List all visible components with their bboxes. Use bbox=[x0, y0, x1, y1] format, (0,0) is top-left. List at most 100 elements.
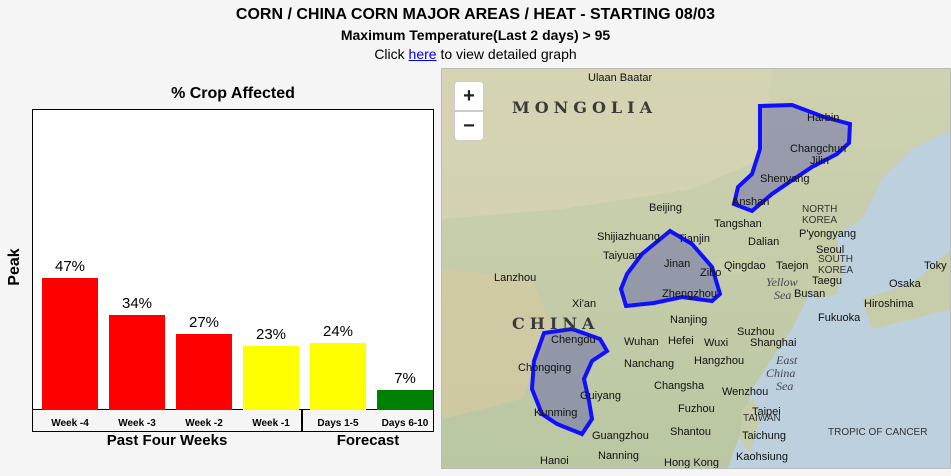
svg-text:Hong Kong: Hong Kong bbox=[664, 457, 719, 469]
svg-text:Sea: Sea bbox=[776, 379, 793, 393]
zoom-in-button[interactable]: + bbox=[454, 81, 484, 111]
region-northeast bbox=[731, 102, 853, 214]
svg-text:Nanchang: Nanchang bbox=[624, 358, 674, 370]
svg-text:Wuhan: Wuhan bbox=[624, 336, 659, 348]
svg-text:KOREA: KOREA bbox=[818, 265, 853, 276]
svg-text:Beijing: Beijing bbox=[649, 202, 682, 214]
svg-text:NORTH: NORTH bbox=[802, 204, 837, 215]
svg-text:Taejon: Taejon bbox=[776, 260, 808, 272]
link-suffix: to view detailed graph bbox=[436, 46, 577, 62]
bar-value-label: 47% bbox=[54, 258, 86, 276]
bar-week-1 bbox=[243, 345, 299, 410]
detailed-graph-link[interactable]: here bbox=[408, 46, 437, 62]
svg-text:Xi'an: Xi'an bbox=[572, 298, 596, 310]
svg-text:Hangzhou: Hangzhou bbox=[694, 355, 744, 367]
x-tick-label: Week -4 bbox=[51, 418, 89, 429]
svg-text:Sea: Sea bbox=[774, 288, 791, 302]
label-china: CHINA bbox=[512, 314, 599, 333]
svg-text:TAIWAN: TAIWAN bbox=[743, 413, 781, 424]
x-tick-label: Days 6-10 bbox=[381, 418, 429, 429]
bar-days-6-10 bbox=[377, 390, 433, 410]
svg-text:Lanzhou: Lanzhou bbox=[494, 272, 536, 284]
svg-text:Taichung: Taichung bbox=[742, 430, 786, 442]
svg-text:Shijiazhuang: Shijiazhuang bbox=[597, 231, 660, 243]
svg-text:Changsha: Changsha bbox=[654, 380, 705, 392]
svg-text:Chongqing: Chongqing bbox=[518, 362, 571, 374]
svg-text:TROPIC OF CANCER: TROPIC OF CANCER bbox=[828, 427, 927, 438]
svg-text:East: East bbox=[775, 353, 798, 367]
svg-text:Tianjin: Tianjin bbox=[678, 233, 710, 245]
label-mongolia: MONGOLIA bbox=[512, 98, 657, 117]
detail-link-line: Click here to view detailed graph bbox=[0, 46, 951, 62]
svg-text:P'yongyang: P'yongyang bbox=[799, 228, 856, 240]
svg-text:Fukuoka: Fukuoka bbox=[818, 312, 861, 324]
bar-value-label: 23% bbox=[255, 325, 287, 343]
past-weeks-axis bbox=[32, 410, 302, 432]
region-north-plain bbox=[618, 228, 723, 309]
svg-text:Guiyang: Guiyang bbox=[580, 390, 621, 402]
group-label-forecast: Forecast bbox=[336, 432, 400, 449]
bar-value-label: 24% bbox=[322, 322, 354, 340]
taiwan-island bbox=[740, 399, 760, 454]
svg-text:Dalian: Dalian bbox=[748, 236, 779, 248]
chart-title: % Crop Affected bbox=[171, 85, 295, 102]
svg-text:Wuxi: Wuxi bbox=[704, 337, 728, 349]
svg-text:Guangzhou: Guangzhou bbox=[592, 430, 649, 442]
svg-text:Hiroshima: Hiroshima bbox=[864, 298, 914, 310]
x-tick-label: Days 1-5 bbox=[317, 418, 359, 429]
region-southwest bbox=[529, 326, 610, 437]
mongolia-shading bbox=[442, 69, 772, 219]
svg-text:Toky: Toky bbox=[924, 260, 947, 272]
svg-text:Nanjing: Nanjing bbox=[670, 314, 707, 326]
zoom-out-button[interactable]: − bbox=[454, 111, 484, 141]
chart-y-axis-label: Peak bbox=[6, 248, 23, 286]
svg-text:Taegu: Taegu bbox=[812, 275, 842, 287]
svg-text:Changchun: Changchun bbox=[790, 143, 846, 155]
svg-text:Harbin: Harbin bbox=[807, 112, 839, 124]
svg-text:SOUTH: SOUTH bbox=[818, 254, 853, 265]
bar-days-1-5 bbox=[310, 342, 366, 410]
svg-text:Yellow: Yellow bbox=[766, 275, 798, 289]
bar-value-label: 34% bbox=[121, 294, 153, 312]
svg-text:KOREA: KOREA bbox=[802, 215, 837, 226]
korea-peninsula bbox=[792, 214, 842, 299]
svg-text:Tangshan: Tangshan bbox=[714, 218, 762, 230]
svg-text:Jilin: Jilin bbox=[810, 155, 829, 167]
svg-text:Chengdu: Chengdu bbox=[551, 334, 596, 346]
svg-text:Hefei: Hefei bbox=[668, 335, 694, 347]
chart-plot-area bbox=[32, 109, 434, 410]
bar-week-3 bbox=[109, 314, 165, 410]
bar-value-label: 7% bbox=[394, 370, 416, 388]
bar-week-4 bbox=[42, 278, 98, 410]
x-tick-label: Week -3 bbox=[118, 418, 156, 429]
svg-text:Busan: Busan bbox=[794, 288, 825, 300]
link-prefix: Click bbox=[374, 46, 409, 62]
svg-text:Osaka: Osaka bbox=[889, 278, 922, 290]
region-map[interactable]: MONGOLIA CHINA Ulaan Baatar Harbin Chang… bbox=[441, 68, 951, 469]
svg-text:Zhengzhou: Zhengzhou bbox=[662, 288, 717, 300]
japan-islands bbox=[862, 250, 950, 329]
x-tick-label: Week -2 bbox=[185, 418, 223, 429]
svg-text:Shenyang: Shenyang bbox=[760, 173, 810, 185]
svg-text:Nanning: Nanning bbox=[598, 450, 639, 462]
bar-value-label: 27% bbox=[188, 314, 220, 332]
shandong-peninsula bbox=[712, 254, 762, 274]
svg-text:Qingdao: Qingdao bbox=[724, 260, 766, 272]
svg-text:Zibo: Zibo bbox=[700, 267, 721, 279]
bar-week-2 bbox=[176, 334, 232, 410]
page-title: CORN / CHINA CORN MAJOR AREAS / HEAT - S… bbox=[235, 6, 716, 23]
svg-text:Kaohsiung: Kaohsiung bbox=[736, 451, 788, 463]
svg-text:Ulaan Baatar: Ulaan Baatar bbox=[588, 72, 653, 84]
svg-text:Fuzhou: Fuzhou bbox=[678, 403, 715, 415]
svg-text:China: China bbox=[766, 366, 795, 380]
svg-text:Hanoi: Hanoi bbox=[540, 455, 569, 467]
forecast-axis bbox=[302, 410, 434, 432]
plateau-shading bbox=[442, 269, 552, 419]
svg-text:Jinan: Jinan bbox=[664, 258, 690, 270]
svg-text:Wenzhou: Wenzhou bbox=[722, 386, 768, 398]
x-tick-label: Week -1 bbox=[252, 418, 290, 429]
svg-text:Seoul: Seoul bbox=[816, 244, 844, 256]
svg-text:Kunming: Kunming bbox=[534, 407, 577, 419]
group-label-past: Past Four Weeks bbox=[106, 432, 228, 449]
svg-text:Anshan: Anshan bbox=[732, 196, 769, 208]
